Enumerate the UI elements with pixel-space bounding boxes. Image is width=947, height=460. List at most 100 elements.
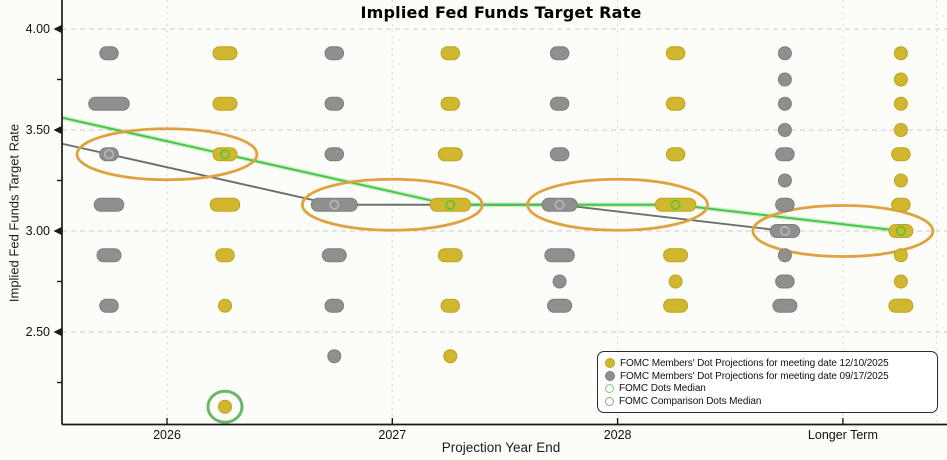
x-axis-title: Projection Year End [441,440,561,455]
dot-cluster [88,96,130,111]
dot-cluster [547,298,573,313]
dot-cluster [777,46,792,61]
dots-09-17-2025 [88,46,801,364]
y-tick-label: 3.50 [26,123,50,137]
dot-cluster [440,46,461,61]
dot-cluster [891,147,911,162]
median-highlight-ellipse [300,177,484,232]
dot-cluster [549,46,570,61]
median-ring-marker [219,149,231,160]
y-axis-title: Implied Fed Funds Target Rate [6,123,22,303]
dot-cluster [437,248,463,263]
dot-cluster [440,96,461,111]
y-tick-arrow [53,125,62,135]
legend-label: FOMC Comparison Dots Median [619,396,762,408]
dot-cluster [93,197,125,212]
dot-cluster [777,173,792,188]
dot-cluster [96,248,122,263]
dot-cluster [775,197,795,212]
dot-cluster [209,197,241,212]
x-axis-ticks: 2026 2027 2028 Longer Term [153,418,878,442]
dot-cluster [893,248,908,263]
dot-cluster [99,147,119,162]
dot-cluster [665,96,686,111]
median-ring-marker [895,225,907,237]
legend-item-dec-projections: FOMC Members' Dot Projections for meetin… [605,357,930,370]
median-ring-marker [779,225,791,237]
dot-cluster [888,298,914,313]
median-ring-marker [445,199,456,210]
median-ring-marker [670,199,681,210]
y-tick-arrow [53,327,62,337]
chart-legend: FOMC Members' Dot Projections for meetin… [597,351,938,413]
y-tick-arrow [53,226,62,236]
dot-cluster [893,72,908,87]
legend-label: FOMC Members' Dot Projections for meetin… [620,357,889,369]
dot-cluster [443,349,458,364]
gray-dot-icon [605,371,615,382]
dot-cluster [775,274,795,289]
dot-cluster [324,298,345,313]
dots-12-10-2025 [209,46,914,414]
dot-cluster [663,248,689,263]
axes-layer [61,0,947,426]
legend-label: FOMC Members' Dot Projections for meetin… [620,370,889,382]
yellow-dot-icon [605,358,615,369]
outlier-highlight-circle [206,389,244,424]
x-tick-label: 2026 [153,428,181,442]
x-tick-label: Longer Term [808,428,878,442]
dot-cluster [541,197,578,212]
dot-cluster [549,96,570,111]
dot-cluster [769,224,801,238]
dot-cluster [668,274,683,289]
dot-cluster [893,173,908,188]
dot-cluster [324,147,345,162]
dot-cluster [212,96,238,111]
median-lines-layer [62,115,902,234]
y-tick-arrow [53,24,62,34]
dot-cluster [772,298,798,313]
y-tick-label: 4.00 [26,22,50,36]
median-ring-marker [329,199,340,210]
dot-cluster [893,46,908,61]
legend-item-dots-median: FOMC Dots Median [605,383,930,396]
dot-cluster [888,224,914,238]
chart-title: Implied Fed Funds Target Rate [360,3,642,22]
dot-cluster [218,399,232,414]
dot-cluster [99,298,119,313]
dot-cluster [212,147,238,162]
dot-cluster [893,274,908,289]
dot-cluster [544,248,575,263]
dot-cluster [654,197,697,212]
dot-cluster [437,147,463,162]
x-tick-label: 2028 [604,428,632,442]
dot-cluster [324,46,345,61]
dot-cluster [552,274,567,289]
median-highlight-ellipse [75,127,259,182]
dot-cluster [549,147,570,162]
fomc-dots-median-line [62,115,902,234]
dot-cluster [665,46,686,61]
dot-cluster [665,147,686,162]
dot-cluster [663,298,689,313]
y-tick-label: 3.00 [26,224,50,238]
legend-label: FOMC Dots Median [619,383,706,395]
median-highlight-ellipse [526,177,709,232]
dot-cluster [777,248,792,263]
gray-ring-icon [605,397,614,407]
median-ring-marker [554,199,565,210]
y-tick-label: 2.50 [26,325,50,339]
dot-cluster [327,349,342,364]
legend-item-comparison-median: FOMC Comparison Dots Median [605,395,930,408]
dot-cluster [893,96,908,111]
dot-cluster [440,298,461,313]
dot-cluster [777,123,792,137]
outlier-highlight-layer [206,389,244,424]
dot-cluster [212,46,238,61]
x-tick-label: 2027 [378,428,406,442]
dot-cluster [893,123,908,137]
y-axis-ticks: 4.00 3.50 3.00 2.50 [26,22,62,384]
dot-cluster [99,46,119,61]
